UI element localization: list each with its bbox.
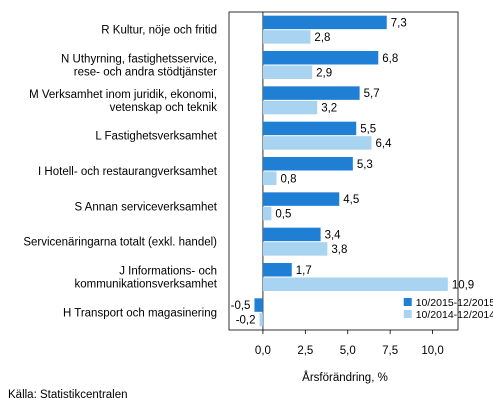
bar-previous — [262, 206, 272, 221]
data-label: 3,8 — [331, 244, 347, 256]
data-label: 4,5 — [343, 194, 359, 206]
bar-current — [262, 157, 353, 171]
category-label: rese- och andra stödtjänster — [74, 67, 217, 79]
legend-swatch — [403, 310, 412, 318]
category-label: S Annan serviceverksamhet — [74, 201, 217, 213]
category-label: N Uthyrning, fastighetsservice, — [61, 54, 217, 66]
category-label: H Transport och magasinering — [63, 307, 217, 319]
data-label: 6,8 — [382, 53, 398, 65]
bar-previous — [262, 100, 318, 115]
category-label: L Fastighetsverksamhet — [95, 131, 217, 143]
category-label: R Kultur, nöje och fritid — [101, 25, 217, 37]
x-axis: 0,0 2,5 5,0 7,5 10,0 — [255, 330, 444, 357]
source-note: Källa: Statistikcentralen — [8, 389, 128, 401]
data-label: 7,3 — [391, 17, 407, 29]
plot-area: 7,3 2,8 6,8 2,9 5,7 3,2 5,5 6,45,3 0,8 4,5 0,5 3,4 3… — [228, 11, 474, 331]
plot-frame — [228, 11, 459, 331]
category-label: J Informations- och — [119, 266, 217, 278]
x-tick-label: 10,0 — [421, 345, 443, 357]
bar-previous — [262, 242, 328, 256]
data-label: 1,7 — [296, 265, 312, 277]
bar-current — [262, 192, 340, 206]
bar-current — [262, 263, 292, 277]
bar-current — [262, 227, 321, 242]
data-label: 10,9 — [452, 279, 474, 291]
data-label: 5,5 — [360, 123, 376, 135]
bar-current — [262, 121, 357, 136]
data-label: -0,5 — [231, 300, 251, 312]
category-label: I Hotell- och restaurangverksamhet — [38, 166, 218, 178]
x-axis-title: Årsförändring, % — [302, 371, 388, 384]
data-label: 3,4 — [325, 229, 342, 241]
x-tick-label: 5,0 — [340, 345, 356, 357]
legend-label: 10/2014-12/2014 — [416, 309, 493, 321]
data-label: 2,8 — [314, 32, 330, 44]
data-label: 2,9 — [316, 67, 332, 79]
legend-swatch — [403, 298, 412, 306]
x-tick-label: 2,5 — [297, 345, 313, 357]
data-label: 3,2 — [321, 103, 337, 115]
x-tick-label: 0,0 — [255, 345, 271, 357]
bar-previous — [259, 312, 263, 327]
bar-previous — [262, 171, 277, 185]
category-label: kommunikationsverksamhet — [74, 279, 217, 291]
data-label: 0,5 — [275, 209, 291, 221]
data-label: 0,8 — [280, 173, 296, 185]
legend-label: 10/2015-12/2015 — [416, 297, 493, 309]
bar-current — [262, 51, 379, 65]
data-label: 5,7 — [364, 88, 380, 100]
bar-current — [262, 15, 387, 30]
bar-current — [254, 298, 263, 312]
category-label: vetenskap och teknik — [110, 102, 218, 114]
bar-previous — [262, 277, 448, 291]
bar-previous — [262, 136, 372, 150]
category-label: M Verksamhet inom juridik, ekonomi, — [29, 89, 217, 101]
category-labels: R Kultur, nöje och fritid N Uthyrning, fa… — [23, 25, 217, 320]
x-tick-label: 7,5 — [382, 345, 398, 357]
category-label: Servicenäringarna totalt (exkl. handel) — [23, 237, 217, 249]
data-label: 5,3 — [357, 159, 373, 171]
bar-previous — [262, 65, 313, 79]
bar-current — [262, 86, 360, 100]
data-label: -0,2 — [236, 315, 256, 327]
bar-previous — [262, 30, 311, 44]
data-label: 6,4 — [375, 138, 392, 150]
